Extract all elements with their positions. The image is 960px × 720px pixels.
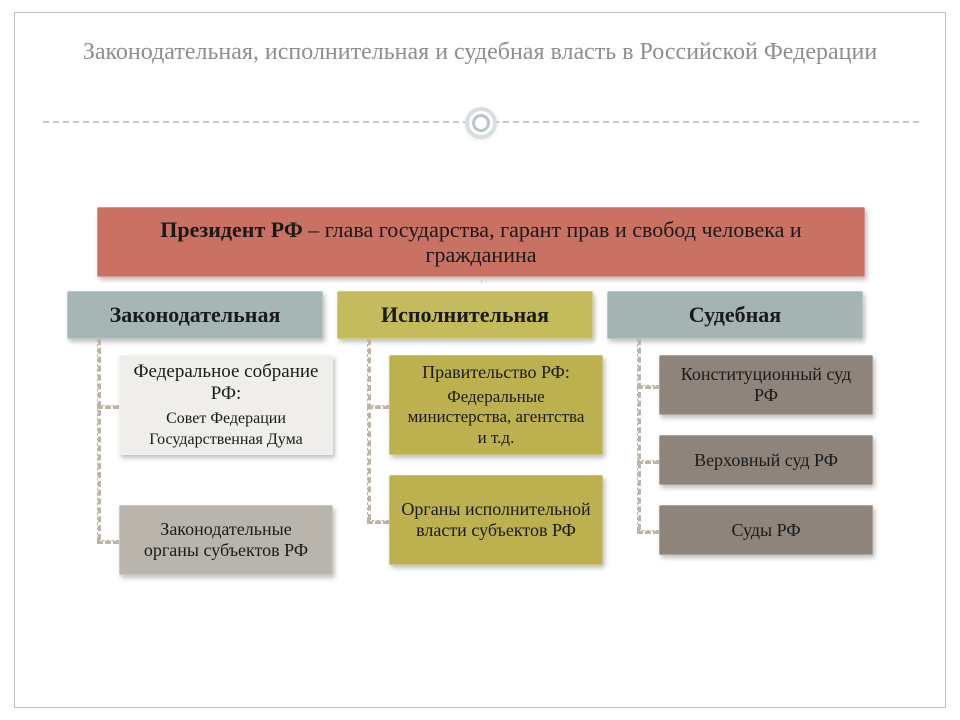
slide-title: Законодательная, исполнительная и судебн… — [15, 37, 945, 67]
node-judicial-2: Суды РФ — [659, 505, 873, 555]
connector — [637, 339, 641, 530]
connector — [637, 530, 659, 534]
slide-frame: Законодательная, исполнительная и судебн… — [14, 12, 946, 708]
connector — [97, 405, 119, 409]
president-box: Президент РФ – глава государства, гарант… — [97, 207, 865, 277]
node-legislative-0: Федеральное собрание РФ:Совет ФедерацииГ… — [119, 355, 333, 455]
connector — [367, 520, 389, 524]
node-judicial-0: Конституционный суд РФ — [659, 355, 873, 415]
connector — [637, 385, 659, 389]
node-executive-1: Органы исполнительной власти субъектов Р… — [389, 475, 603, 565]
node-judicial-1: Верховный суд РФ — [659, 435, 873, 485]
connector — [97, 339, 101, 540]
connector — [637, 460, 659, 464]
connector — [481, 277, 482, 283]
connector — [367, 405, 389, 409]
node-legislative-1: Законодательные органы субъектов РФ — [119, 505, 333, 575]
title-ring-icon — [465, 107, 497, 139]
connector — [97, 540, 119, 544]
branch-header-legislative: Законодательная — [67, 291, 323, 339]
branch-header-executive: Исполнительная — [337, 291, 593, 339]
connector — [367, 339, 371, 520]
node-executive-0: Правительство РФ:Федеральные министерств… — [389, 355, 603, 455]
branch-header-judicial: Судебная — [607, 291, 863, 339]
